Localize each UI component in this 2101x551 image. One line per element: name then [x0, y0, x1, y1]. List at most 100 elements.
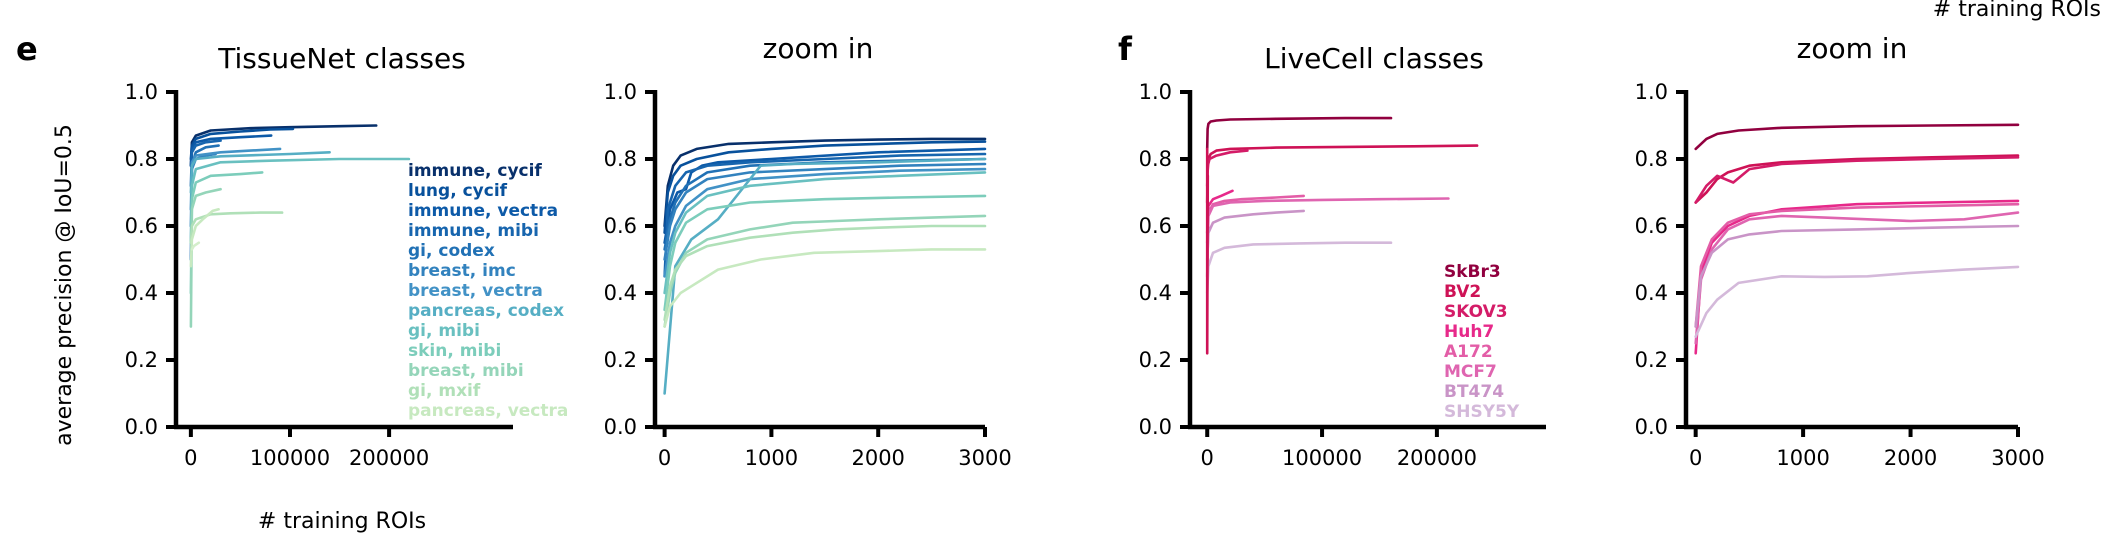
chart-tissuenet-full: TissueNet classes 0.0 0.2 0.4 0.6 0.8 1.0 0 1000… [125, 42, 569, 470]
series-line-skbr3 [1694, 123, 2020, 151]
y-tick-label: 0.2 [1635, 348, 1668, 372]
series-line-bt474 [1694, 224, 2020, 328]
series-line-shsy5y [1205, 241, 1393, 295]
y-tick-label: 0.4 [604, 281, 637, 305]
x-tick-label: 2000 [851, 446, 904, 470]
y-tick-label: 0.0 [1635, 415, 1668, 439]
y-tick-label: 1.0 [1139, 80, 1172, 104]
series-line-shsy5y [1694, 265, 2020, 338]
y-tick-label: 0.6 [1139, 214, 1172, 238]
series-line-skov3 [1694, 156, 2020, 204]
series-line-breast-imc [663, 162, 987, 261]
legend-item: BV2 [1444, 282, 1481, 302]
series-line-breast-mibi [663, 214, 987, 328]
legend-item: gi, codex [408, 241, 495, 261]
corner-label: # training ROIs [1933, 0, 2101, 22]
y-tick-label: 0.6 [604, 214, 637, 238]
series-line-gi-mibi [189, 157, 411, 244]
x-tick-label: 0 [184, 446, 197, 470]
y-axis-label: average precision @ IoU=0.5 [52, 124, 77, 446]
x-tick-label: 100000 [250, 446, 330, 470]
y-tick-label: 0.4 [125, 281, 158, 305]
chart-title: LiveCell classes [1264, 42, 1484, 75]
x-tick-label: 3000 [1991, 446, 2044, 470]
chart-title: zoom in [1797, 32, 1908, 65]
series-line-mcf7 [1205, 197, 1450, 278]
series-line-skin-mibi [663, 194, 987, 312]
legend-item: BT474 [1444, 382, 1504, 402]
series-line-skov3 [1205, 149, 1249, 188]
series-line-pancreas-vectra [663, 248, 987, 328]
series-line-immune-cycif [663, 137, 987, 228]
x-tick-label: 100000 [1282, 446, 1362, 470]
series-line-bt474 [1205, 209, 1305, 261]
legend-item: SHSY5Y [1444, 402, 1520, 422]
y-tick-label: 0.4 [1635, 281, 1668, 305]
legend-item: pancreas, codex [408, 301, 564, 321]
legend-item: A172 [1444, 342, 1493, 362]
legend-item: breast, imc [408, 261, 516, 281]
y-tick-label: 0.0 [604, 415, 637, 439]
y-tick-label: 0.8 [1139, 147, 1172, 171]
legend-item: SkBr3 [1444, 262, 1501, 282]
series-line-breast-vectra [663, 167, 987, 278]
series-line-extra [190, 241, 201, 251]
panel-letter-f: f [1118, 30, 1133, 68]
y-tick-label: 1.0 [125, 80, 158, 104]
y-tick-label: 0.2 [125, 348, 158, 372]
legend-item: immune, cycif [408, 161, 542, 181]
y-tick-label: 0.6 [125, 214, 158, 238]
series-line-drop [1205, 147, 1210, 355]
series-line-immune-mibi [663, 152, 987, 278]
series-line-gi-mxif [663, 224, 987, 322]
y-tick-label: 0.2 [604, 348, 637, 372]
y-tick-label: 0.0 [1139, 415, 1172, 439]
y-tick-label: 0.0 [125, 415, 158, 439]
series-line-skin-mibi [189, 171, 264, 295]
series-line-pancreas-codex [189, 151, 331, 194]
legend-item: breast, mibi [408, 361, 524, 381]
chart-livecell-zoom: zoom in 0.0 0.2 0.4 0.6 0.8 1.0 0 1000 2000 3000 [1635, 32, 2045, 470]
series-line-bv2 [1694, 154, 2020, 204]
x-tick-label: 0 [1201, 446, 1214, 470]
legend-item: MCF7 [1444, 362, 1497, 382]
y-tick-label: 0.8 [604, 147, 637, 171]
y-tick-label: 0.6 [1635, 214, 1668, 238]
y-tick-label: 0.4 [1139, 281, 1172, 305]
series-line-lung-cycif [663, 140, 987, 234]
chart-tissuenet-zoom: zoom in 0.0 0.2 0.4 0.6 0.8 1.0 0 1000 2000 3000 [604, 32, 1012, 470]
legend-item: Huh7 [1444, 322, 1494, 342]
series-line-gi-codex [663, 157, 987, 251]
x-tick-label: 1000 [745, 446, 798, 470]
legend-item: SKOV3 [1444, 302, 1508, 322]
y-tick-label: 0.2 [1139, 348, 1172, 372]
y-tick-label: 0.8 [125, 147, 158, 171]
series-line-mcf7 [1694, 211, 2020, 345]
x-tick-label: 0 [1689, 446, 1702, 470]
series-line-gi-mibi [663, 171, 987, 295]
chart-title: TissueNet classes [217, 42, 466, 75]
x-axis-label: # training ROIs [258, 509, 426, 534]
series-line-pancreas-vectra [189, 208, 220, 268]
legend-item: pancreas, vectra [408, 401, 568, 421]
y-tick-label: 0.8 [1635, 147, 1668, 171]
y-tick-label: 1.0 [604, 80, 637, 104]
series-line-immune-cycif [189, 124, 378, 167]
series-line-a172 [1694, 202, 2020, 328]
legend-item: breast, vectra [408, 281, 543, 301]
legend-item: immune, vectra [408, 201, 558, 221]
x-tick-label: 200000 [349, 446, 429, 470]
legend-item: skin, mibi [408, 341, 501, 361]
series-line-pancreas-codex [663, 157, 987, 395]
series-line-huh7 [1694, 199, 2020, 355]
x-tick-label: 3000 [958, 446, 1011, 470]
legend-item: immune, mibi [408, 221, 539, 241]
x-tick-label: 1000 [1776, 446, 1829, 470]
legend-item: gi, mxif [408, 381, 481, 401]
series-line-skbr3 [1205, 116, 1393, 151]
series-line-lung-cycif [189, 127, 295, 161]
y-tick-label: 1.0 [1635, 80, 1668, 104]
